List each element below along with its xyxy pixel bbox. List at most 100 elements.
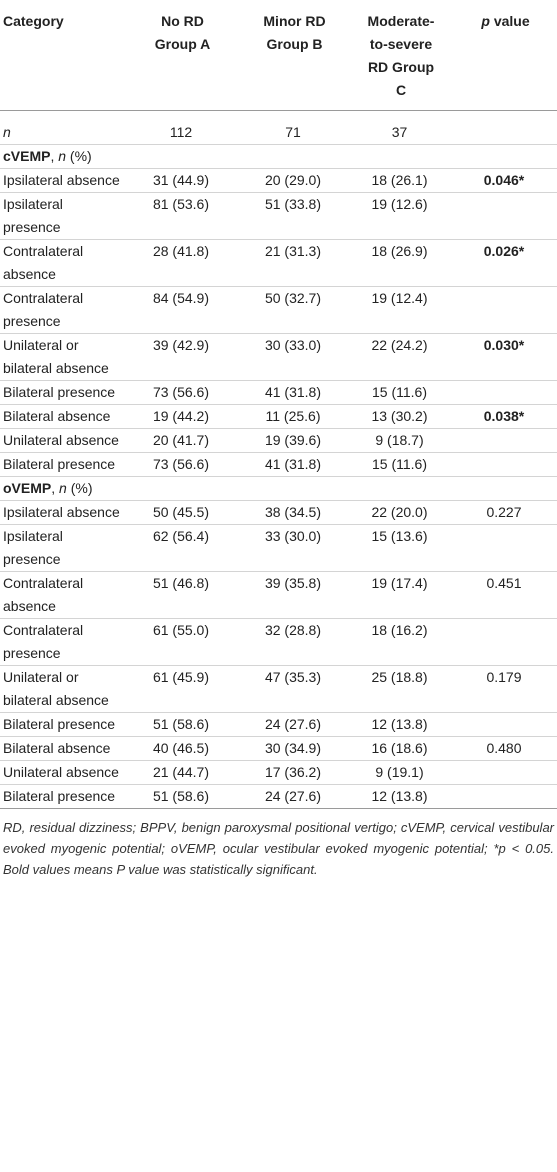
category-cell: Bilateral absence (0, 736, 124, 761)
value-cell: 13 (30.2) (348, 404, 451, 429)
value-cell: 11 (25.6) (238, 404, 348, 429)
p-value: 0.451 (486, 575, 522, 591)
value-text: 21 (31.3) (264, 243, 322, 259)
value-text: 11 (25.6) (265, 408, 321, 424)
value-cell: 18 (26.9) (348, 239, 451, 287)
data-row: Unilateral absence 20 (41.7) 19 (39.6) 9 (1… (0, 428, 557, 453)
value-cell: 51 (58.6) (124, 784, 238, 808)
category-text: Unilateral or bilateral absence (3, 337, 109, 376)
value-text: 12 (13.8) (371, 716, 428, 732)
header-cell: Minor RD Group B (238, 0, 348, 111)
category-cell: Unilateral absence (0, 760, 124, 785)
value-text: 73 (56.6) (152, 456, 210, 472)
category-text: Bilateral absence (3, 408, 111, 424)
category-cell: Bilateral presence (0, 712, 124, 737)
data-row: Bilateral absence 19 (44.2) 11 (25.6) 13 (3… (0, 404, 557, 429)
section-label: (%) (66, 148, 92, 164)
category-cell: Contralateral absence (0, 239, 124, 287)
value-cell: 12 (13.8) (348, 712, 451, 737)
category-cell: Ipsilateral absence (0, 500, 124, 525)
p-cell (451, 524, 557, 572)
header-cell: No RD Group A (124, 0, 238, 111)
category-text: Contralateral presence (3, 622, 84, 661)
p-cell: 0.227 (451, 500, 557, 525)
section-row: cVEMP, n (%) (0, 144, 557, 169)
data-row: Ipsilateral absence 31 (44.9) 20 (29.0) 18 … (0, 168, 557, 193)
value-cell: 33 (30.0) (238, 524, 348, 572)
p-cell: 0.480 (451, 736, 557, 761)
p-value: 0.026* (483, 243, 525, 259)
category-text: Bilateral presence (3, 384, 116, 400)
value-cell: 51 (58.6) (124, 712, 238, 737)
category-text: Bilateral presence (3, 788, 116, 804)
value-text: 84 (54.9) (152, 290, 210, 306)
header-text: p (481, 13, 490, 29)
category-cell: Unilateral or bilateral absence (0, 333, 124, 381)
p-cell (451, 428, 557, 453)
value-cell: 24 (27.6) (238, 784, 348, 808)
category-cell: Contralateral presence (0, 286, 124, 334)
value-cell: 16 (18.6) (348, 736, 451, 761)
value-cell: 15 (13.6) (348, 524, 451, 572)
value-cell: 62 (56.4) (124, 524, 238, 572)
category-text: Unilateral absence (3, 764, 119, 780)
data-row: Ipsilateral absence 50 (45.5) 38 (34.5) 22 … (0, 500, 557, 525)
category-text: Contralateral presence (3, 290, 84, 329)
data-table: Category No RD Group A Minor RD Group B … (0, 0, 557, 808)
header-cell: p value (451, 0, 557, 111)
value-text: 9 (18.7) (375, 432, 424, 448)
value-cell: 30 (33.0) (238, 333, 348, 381)
value-text: 30 (34.9) (264, 740, 322, 756)
value-cell: 19 (12.6) (348, 192, 451, 240)
p-value: 0.046* (483, 172, 525, 188)
value-cell: 22 (20.0) (348, 500, 451, 525)
value-text: 38 (34.5) (264, 504, 322, 520)
value-cell: 19 (39.6) (238, 428, 348, 453)
section-label: cVEMP (3, 148, 51, 164)
p-cell (451, 784, 557, 808)
value-cell: 20 (41.7) (124, 428, 238, 453)
value-cell: 61 (45.9) (124, 665, 238, 713)
p-value: 0.030* (483, 337, 525, 353)
category-cell: Unilateral or bilateral absence (0, 665, 124, 713)
section-cell: cVEMP, n (%) (0, 144, 557, 169)
category-cell: Contralateral presence (0, 618, 124, 666)
value-cell: 19 (17.4) (348, 571, 451, 619)
p-value: 0.227 (486, 504, 522, 520)
category-text: Ipsilateral absence (3, 504, 120, 520)
value-cell: 22 (24.2) (348, 333, 451, 381)
category-text: Ipsilateral presence (3, 528, 63, 567)
value-cell: 28 (41.8) (124, 239, 238, 287)
data-row: Bilateral presence 73 (56.6) 41 (31.8) 15 (… (0, 380, 557, 405)
p-cell: 0.026* (451, 239, 557, 287)
value-text: 15 (11.6) (372, 456, 427, 472)
category-cell: Ipsilateral absence (0, 168, 124, 193)
data-row: Bilateral absence 40 (46.5) 30 (34.9) 16 (1… (0, 736, 557, 761)
value-cell: 41 (31.8) (238, 380, 348, 405)
value-text: 18 (26.1) (371, 172, 428, 188)
value-text: 51 (58.6) (152, 716, 210, 732)
section-label: n (58, 148, 67, 164)
value-text: 9 (19.1) (375, 764, 424, 780)
p-value: 0.038* (483, 408, 525, 424)
category-text: Bilateral presence (3, 456, 116, 472)
data-row: Bilateral presence 51 (58.6) 24 (27.6) 12 (… (0, 784, 557, 808)
category-text: Ipsilateral absence (3, 172, 120, 188)
value-text: 50 (45.5) (152, 504, 210, 520)
value-text: 20 (29.0) (264, 172, 322, 188)
value-text: 24 (27.6) (264, 716, 322, 732)
category-text: Contralateral absence (3, 243, 84, 282)
section-row: oVEMP, n (%) (0, 476, 557, 501)
value-cell: 18 (16.2) (348, 618, 451, 666)
data-row: Contralateral presence 61 (55.0) 32 (28.8)… (0, 618, 557, 666)
category-cell: Bilateral presence (0, 380, 124, 405)
value-cell: 31 (44.9) (124, 168, 238, 193)
value-text: 62 (56.4) (152, 528, 210, 544)
value-cell: 39 (42.9) (124, 333, 238, 381)
value-text: 16 (18.6) (371, 740, 428, 756)
value-cell: 50 (45.5) (124, 500, 238, 525)
footnote: RD, residual dizziness; BPPV, benign par… (0, 808, 557, 880)
value-text: 61 (45.9) (152, 669, 210, 685)
category-text: n (3, 124, 11, 140)
